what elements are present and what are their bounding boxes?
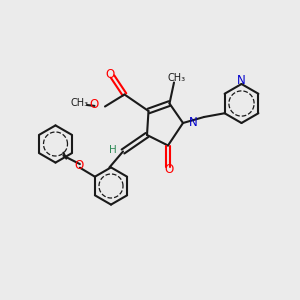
Text: H: H [109,145,116,155]
Text: O: O [90,98,99,112]
Text: CH₃: CH₃ [70,98,88,109]
Text: CH₃: CH₃ [168,73,186,83]
Text: O: O [165,163,174,176]
Text: O: O [105,68,114,82]
Text: N: N [188,116,197,129]
Text: N: N [237,74,246,87]
Text: O: O [75,159,84,172]
